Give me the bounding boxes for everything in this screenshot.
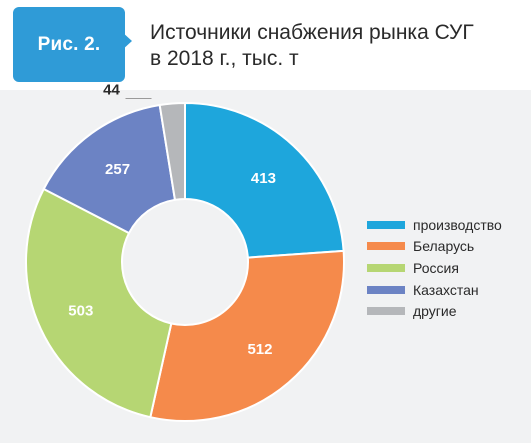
chart-legend: производство Беларусь Россия Казахстан други… [367, 214, 527, 322]
legend-swatch [367, 307, 405, 316]
figure-badge [13, 7, 125, 82]
legend-item-5: другие [367, 300, 527, 322]
legend-label: Россия [413, 259, 459, 276]
chart-title: Источники снабжения рынка СУГ в 2018 г.,… [150, 20, 510, 72]
legend-label: Беларусь [413, 238, 475, 255]
data-label-5: 44 [103, 82, 120, 99]
slice-2 [149, 249, 345, 422]
figure-number: Рис. 2. [37, 34, 101, 55]
chart-title-line-2: в 2018 г., тыс. т [150, 47, 299, 70]
slice-1 [184, 101, 345, 259]
legend-item-3: Россия [367, 257, 527, 279]
legend-swatch [367, 220, 405, 229]
data-label-4: 257 [105, 161, 130, 178]
legend-swatch [367, 263, 405, 272]
chart-title-line-1: Источники снабжения рынка СУГ [150, 21, 474, 44]
legend-label: другие [413, 303, 457, 320]
slice-4 [42, 103, 177, 235]
legend-label: Казахстан [413, 281, 479, 298]
data-label-1: 413 [251, 170, 276, 187]
legend-item-1: производство [367, 214, 527, 236]
figure-header: Рис. 2. Источники снабжения рынка СУГ в … [0, 0, 531, 90]
legend-label: производство [413, 216, 502, 233]
slice-3 [25, 187, 173, 419]
data-label-2: 512 [247, 341, 272, 358]
data-label-3: 503 [68, 303, 93, 320]
legend-item-4: Казахстан [367, 279, 527, 301]
slice-5 [158, 101, 186, 201]
legend-swatch [367, 285, 405, 294]
badge-arrow [121, 31, 132, 51]
legend-item-2: Беларусь [367, 236, 527, 258]
legend-swatch [367, 242, 405, 251]
